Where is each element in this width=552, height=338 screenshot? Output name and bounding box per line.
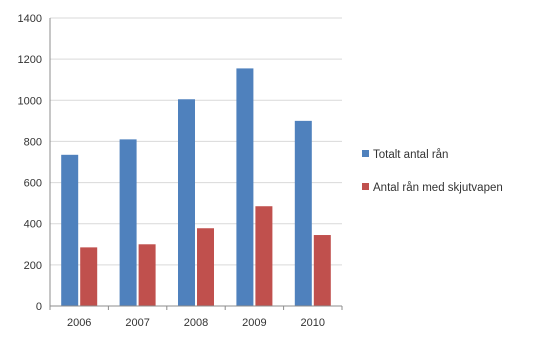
y-tick-label: 1400 — [18, 13, 42, 25]
legend-swatch-skjutvapen — [362, 183, 369, 190]
x-tick-label: 2008 — [184, 317, 208, 329]
x-tick-label: 2006 — [67, 317, 91, 329]
bar-skjutvapen-2006 — [80, 247, 98, 306]
axes: 0 200 400 600 800 1000 1200 1400 2006 2007 2008 200… — [18, 13, 343, 329]
bar-totalt-2009 — [236, 68, 254, 307]
bar-skjutvapen-2010 — [313, 235, 331, 306]
y-tick-label: 1200 — [18, 54, 42, 66]
bar-totalt-2008 — [178, 99, 195, 306]
x-tick-label: 2007 — [125, 317, 149, 329]
bar-skjutvapen-2009 — [255, 206, 273, 306]
y-tick-label: 400 — [24, 219, 42, 231]
bar-totalt-2006 — [61, 154, 79, 306]
y-tick-label: 600 — [24, 178, 42, 190]
gridlines — [50, 17, 342, 266]
legend-label-skjutvapen: Antal rån med skjutvapen — [373, 182, 503, 194]
y-tick-label: 0 — [36, 301, 42, 313]
legend-swatch-totalt — [362, 150, 369, 157]
x-tick-label: 2010 — [301, 317, 325, 329]
y-tick-label: 1000 — [18, 95, 42, 107]
legend: Totalt antal rån Antal rån med skjutvapen — [362, 149, 503, 194]
bar-skjutvapen-2008 — [197, 228, 214, 306]
bars — [61, 68, 331, 307]
bar-totalt-2010 — [294, 120, 312, 306]
legend-label-totalt: Totalt antal rån — [373, 149, 448, 161]
x-tick-label: 2009 — [242, 317, 266, 329]
bar-skjutvapen-2007 — [138, 244, 156, 306]
y-tick-label: 800 — [24, 136, 42, 148]
bar-totalt-2007 — [119, 139, 137, 306]
y-tick-label: 200 — [24, 260, 42, 272]
